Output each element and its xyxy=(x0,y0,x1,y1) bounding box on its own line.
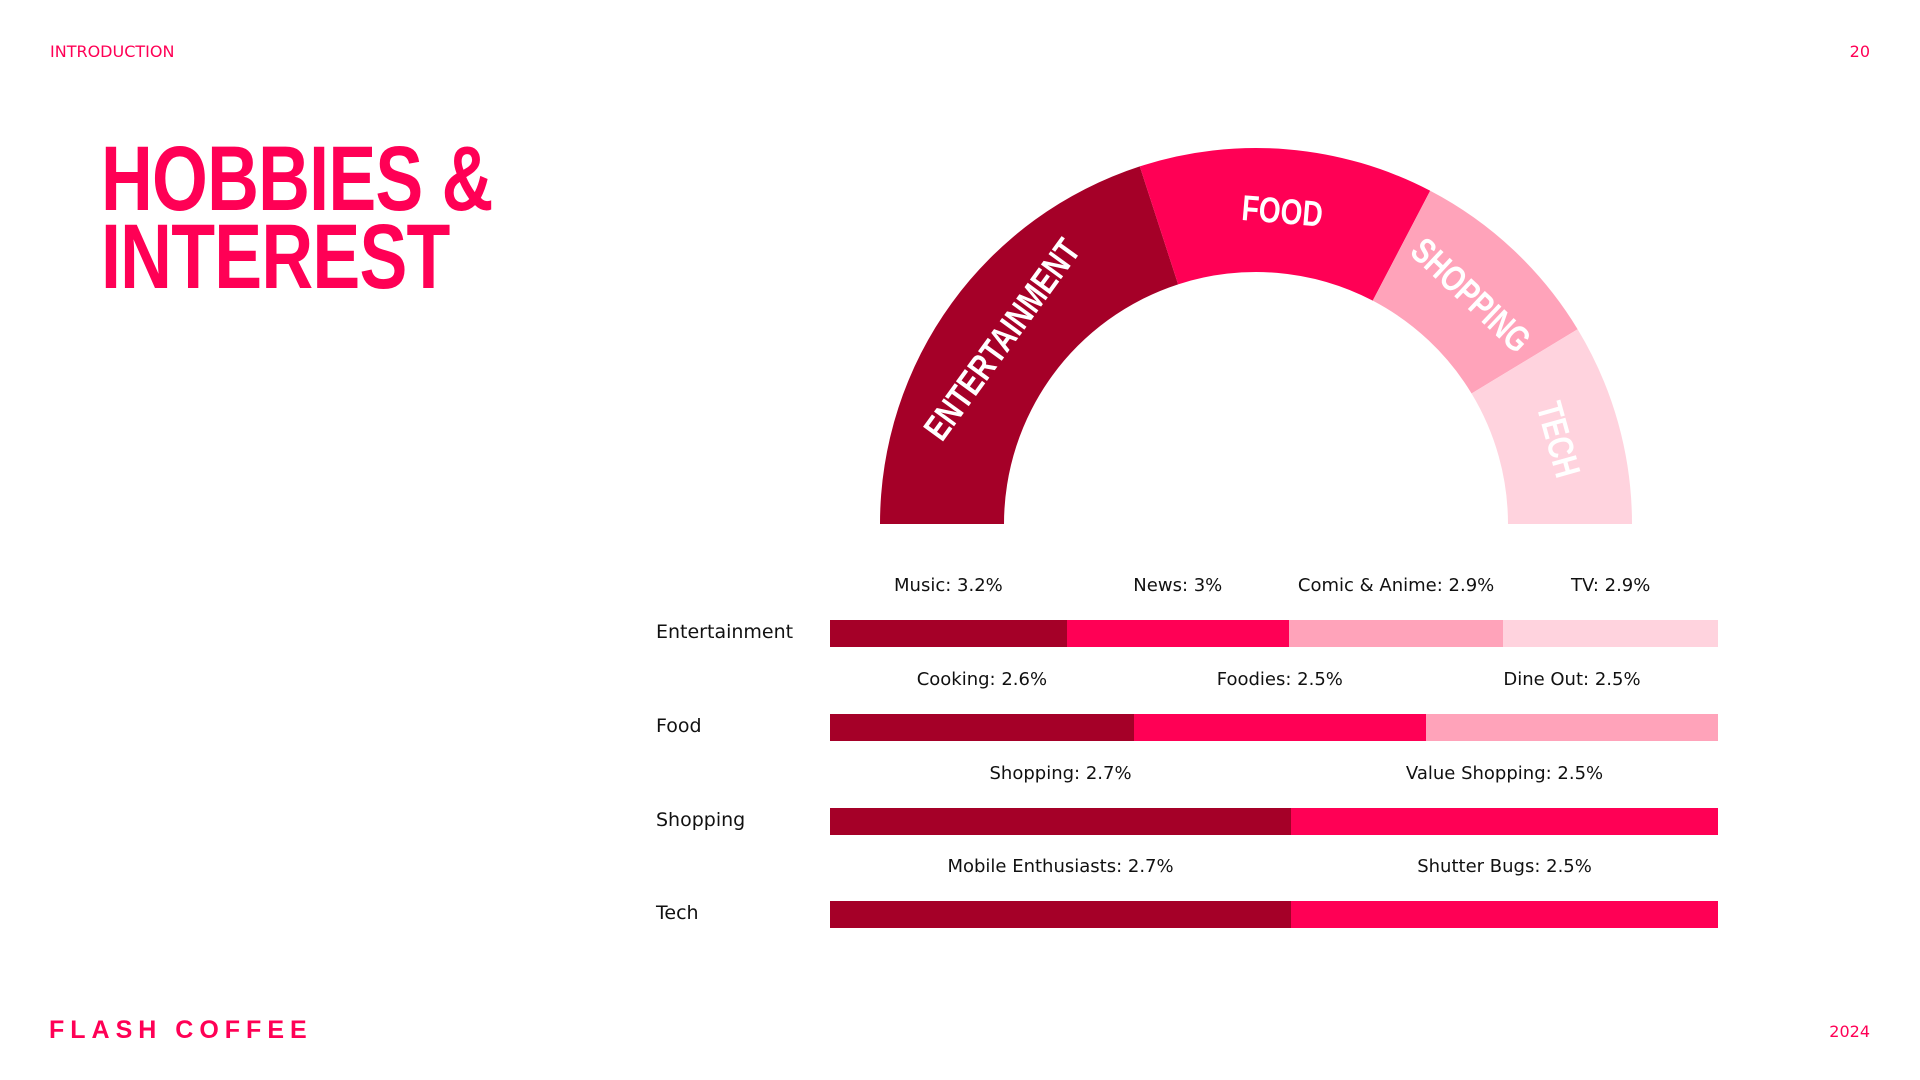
bar-segment xyxy=(1066,620,1289,647)
arc-segment-shopping xyxy=(1372,190,1578,394)
segment-label: Music: 3.2% xyxy=(894,575,1003,596)
arc-segment-food xyxy=(1139,148,1431,301)
footer-year: 2024 xyxy=(1829,1022,1870,1041)
bar-segment xyxy=(1425,714,1718,741)
row-label: Shopping xyxy=(656,809,746,831)
arc-label: FOOD xyxy=(1240,188,1324,235)
segment-label: Shopping: 2.7% xyxy=(989,763,1132,784)
bar-segment xyxy=(1291,901,1718,928)
brand-logo: FLASH COFFEE xyxy=(49,1016,313,1044)
bar-segment xyxy=(1503,620,1718,647)
title-line-2: INTEREST xyxy=(101,206,450,308)
segment-label: Value Shopping: 2.5% xyxy=(1405,763,1604,784)
bar-segment xyxy=(830,620,1067,647)
title-line-1: HOBBIES & xyxy=(101,128,493,230)
segment-label: Shutter Bugs: 2.5% xyxy=(1417,856,1592,877)
section-label: INTRODUCTION xyxy=(50,42,175,61)
segment-label: Dine Out: 2.5% xyxy=(1503,669,1641,690)
stacked-bar xyxy=(830,901,1718,928)
bar-segment xyxy=(1291,808,1718,835)
bar-segment xyxy=(830,714,1134,741)
stacked-bar xyxy=(830,714,1718,741)
arc-segment-tech xyxy=(1471,329,1632,524)
bar-segment xyxy=(830,901,1292,928)
row-label: Food xyxy=(656,715,702,737)
segment-label: Mobile Enthusiasts: 2.7% xyxy=(947,856,1174,877)
bar-segment xyxy=(1288,620,1504,647)
segment-label: News: 3% xyxy=(1133,575,1223,596)
stacked-bar xyxy=(830,808,1718,835)
bar-segment xyxy=(830,808,1292,835)
segment-label: Comic & Anime: 2.9% xyxy=(1297,575,1495,596)
stacked-bar xyxy=(830,620,1718,647)
row-label: Entertainment xyxy=(656,621,794,643)
arc-segment-entertainment xyxy=(880,166,1179,524)
segment-label: Foodies: 2.5% xyxy=(1216,669,1343,690)
segment-label: Cooking: 2.6% xyxy=(916,669,1048,690)
bar-segment xyxy=(1133,714,1426,741)
segment-label: TV: 2.9% xyxy=(1571,575,1651,596)
row-label: Tech xyxy=(656,902,699,924)
page-number: 20 xyxy=(1849,42,1870,61)
page-title: HOBBIES & INTEREST xyxy=(101,128,493,308)
